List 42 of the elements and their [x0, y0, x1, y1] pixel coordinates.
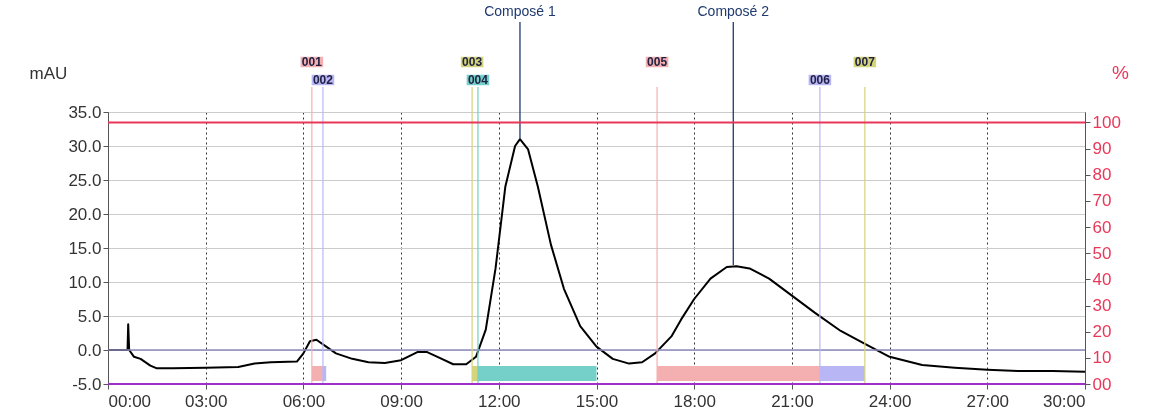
y-tick-label: 30.0 [68, 136, 102, 156]
y2-tick-label: 50 [1092, 243, 1112, 263]
text: 002 [312, 73, 334, 87]
y2-axis-title: % [1112, 61, 1130, 83]
y2-tick-label: 30 [1092, 296, 1112, 316]
y2-tick-label: 70 [1092, 191, 1112, 211]
annotation: Composé 1 [484, 3, 556, 19]
text: 004 [467, 73, 489, 87]
y-tick-label: 20.0 [68, 204, 102, 224]
text: 001 [301, 55, 323, 69]
y2-tick-label: 00 [1092, 374, 1112, 394]
x-tick-label: 09:00 [380, 391, 423, 411]
y-tick-label: -5.0 [72, 374, 102, 394]
x-tick-label: 27:00 [966, 391, 1010, 411]
x-tick-label: 06:00 [282, 391, 326, 411]
x-tick-label: 15:00 [575, 391, 619, 411]
text: 006 [809, 73, 831, 87]
y-tick-label: 5.0 [77, 306, 102, 326]
y-tick-label: 15.0 [68, 238, 102, 258]
y2-tick-label: 80 [1092, 165, 1112, 185]
y-tick-label: 0.0 [77, 340, 102, 360]
x-tick-label: 21:00 [771, 391, 814, 411]
y2-tick-label: 60 [1092, 217, 1112, 237]
x-tick-label: 03:00 [184, 391, 228, 411]
annotation: Composé 2 [697, 3, 770, 19]
text: 005 [647, 55, 668, 69]
y-tick-label: 35.0 [68, 102, 102, 122]
y-tick-label: 10.0 [68, 272, 102, 292]
y-axis-title: mAU [29, 63, 68, 83]
y2-tick-label: 100 [1092, 112, 1121, 132]
x-tick-label: 30:00 [1042, 391, 1086, 411]
x-tick-label: 00:00 [108, 391, 152, 411]
x-tick-label: 12:00 [478, 391, 521, 411]
y-tick-label: 25.0 [68, 170, 102, 190]
text: 007 [854, 55, 876, 69]
y2-tick-label: 20 [1092, 322, 1112, 342]
y2-tick-label: 90 [1092, 139, 1112, 159]
x-tick-label: 24:00 [868, 391, 912, 411]
y2-tick-label: 10 [1092, 348, 1112, 368]
text: 003 [462, 55, 483, 69]
y2-tick-label: 40 [1092, 269, 1112, 289]
x-tick-label: 18:00 [673, 391, 716, 411]
